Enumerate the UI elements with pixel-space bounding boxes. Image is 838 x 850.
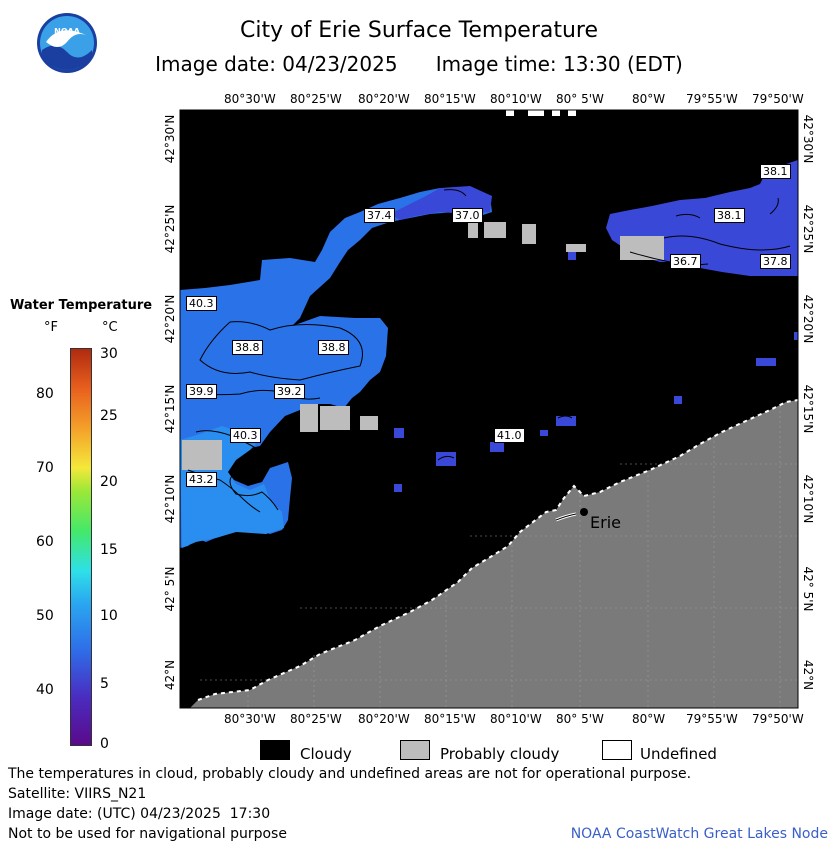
- contour-label: 40.3: [230, 428, 261, 443]
- lat-tick-right: 42°25'N: [801, 204, 815, 254]
- lon-tick-bottom: 80°10'W: [490, 712, 542, 726]
- contour-label: 38.8: [232, 340, 263, 355]
- lon-tick-top: 80°30'W: [224, 92, 276, 106]
- contour-label: 37.4: [364, 208, 395, 223]
- lat-tick-left: 42°30'N: [163, 114, 177, 164]
- lat-tick-right: 42°N: [801, 659, 815, 691]
- lon-tick-bottom: 80°30'W: [224, 712, 276, 726]
- lon-tick-bottom: 80°15'W: [424, 712, 476, 726]
- scale-tick-f: 40: [36, 682, 54, 698]
- key-swatch-cloudy: [260, 740, 290, 760]
- legend-unit-f: °F: [44, 320, 58, 335]
- scale-tick-c: 0: [100, 736, 109, 752]
- lon-tick-top: 80° 5'W: [556, 92, 604, 106]
- lon-tick-top: 80°20'W: [358, 92, 410, 106]
- lat-tick-left: 42°N: [163, 659, 177, 691]
- image-time: Image time: 13:30 (EDT): [435, 52, 683, 76]
- noaa-logo: NOAA: [36, 12, 98, 74]
- key-swatch-undefined: [602, 740, 632, 760]
- image-date: Image date: 04/23/2025: [155, 52, 398, 76]
- lat-tick-left: 42°25'N: [163, 204, 177, 254]
- lon-tick-top: 80°10'W: [490, 92, 542, 106]
- lat-tick-left: 42°15'N: [163, 384, 177, 434]
- lat-tick-right: 42°20'N: [801, 294, 815, 344]
- contour-label: 38.1: [714, 208, 745, 223]
- city-label-erie: Erie: [590, 513, 621, 532]
- scale-tick-c: 5: [100, 676, 109, 692]
- probably-cloudy-patches: [182, 220, 664, 470]
- lat-tick-left: 42° 5'N: [163, 566, 177, 612]
- lat-tick-right: 42°30'N: [801, 114, 815, 164]
- contour-label: 37.8: [760, 254, 791, 269]
- scale-tick-c: 20: [100, 474, 118, 490]
- contour-label: 36.7: [670, 254, 701, 269]
- water-west: [180, 188, 492, 548]
- lat-tick-right: 42° 5'N: [801, 566, 815, 612]
- noaa-logo-text: NOAA: [54, 27, 80, 36]
- lon-tick-top: 79°55'W: [686, 92, 738, 106]
- undefined-specks: [506, 110, 576, 116]
- erie-marker: [555, 508, 588, 522]
- frame-ticks: [179, 109, 799, 709]
- scale-tick-c: 10: [100, 608, 118, 624]
- contour-label: 43.2: [186, 472, 217, 487]
- scale-tick-f: 80: [36, 386, 54, 402]
- legend-title: Water Temperature: [10, 298, 153, 313]
- lon-tick-top: 80°W: [632, 92, 666, 106]
- land-area: [190, 400, 798, 708]
- lat-tick-left: 42°20'N: [163, 294, 177, 344]
- scale-tick-f: 50: [36, 608, 54, 624]
- contour-label: 39.9: [186, 384, 217, 399]
- contour-label: 40.3: [186, 296, 217, 311]
- contour-label: 37.0: [452, 208, 483, 223]
- lat-tick-left: 42°10'N: [163, 474, 177, 524]
- contour-label: 38.8: [318, 340, 349, 355]
- scale-tick-f: 60: [36, 534, 54, 550]
- color-scale-bar: [70, 348, 92, 746]
- lon-tick-bottom: 80°25'W: [290, 712, 342, 726]
- lon-tick-bottom: 80°20'W: [358, 712, 410, 726]
- lon-tick-bottom: 80° 5'W: [556, 712, 604, 726]
- legend-unit-c: °C: [102, 320, 118, 335]
- lon-tick-bottom: 79°55'W: [686, 712, 738, 726]
- scale-tick-f: 70: [36, 460, 54, 476]
- scale-tick-c: 15: [100, 542, 118, 558]
- lat-tick-right: 42°10'N: [801, 474, 815, 524]
- contour-label: 38.1: [760, 164, 791, 179]
- footer-utc-date: Image date: (UTC) 04/23/2025 17:30: [8, 806, 271, 822]
- footer-satellite: Satellite: VIIRS_N21: [8, 786, 147, 802]
- key-swatch-probably-cloudy: [400, 740, 430, 760]
- shoreline: [197, 399, 799, 701]
- key-label-probably-cloudy: Probably cloudy: [440, 745, 560, 763]
- contour-label: 39.2: [274, 384, 305, 399]
- lon-tick-top: 80°25'W: [290, 92, 342, 106]
- scale-tick-c: 25: [100, 408, 118, 424]
- land-grid: [200, 406, 798, 708]
- key-label-cloudy: Cloudy: [300, 745, 352, 763]
- contour-label: 41.0: [494, 428, 525, 443]
- image-datetime: Image date: 04/23/2025 Image time: 13:30…: [0, 52, 838, 76]
- footer-note: The temperatures in cloud, probably clou…: [8, 766, 692, 782]
- water-specks: [394, 252, 798, 492]
- lon-tick-bottom: 80°W: [632, 712, 666, 726]
- footer-credit: NOAA CoastWatch Great Lakes Node: [570, 826, 828, 842]
- footer-nav-warning: Not to be used for navigational purpose: [8, 826, 287, 842]
- key-label-undefined: Undefined: [640, 745, 717, 763]
- lon-tick-top: 80°15'W: [424, 92, 476, 106]
- scale-tick-c: 30: [100, 346, 118, 362]
- lon-tick-bottom: 79°50'W: [752, 712, 804, 726]
- lat-tick-right: 42°15'N: [801, 384, 815, 434]
- page-title: City of Erie Surface Temperature: [239, 18, 599, 43]
- lon-tick-top: 79°50'W: [752, 92, 804, 106]
